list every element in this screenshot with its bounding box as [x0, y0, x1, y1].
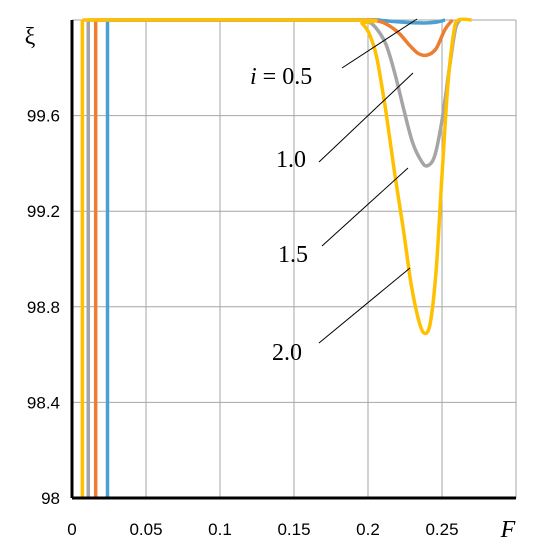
x-tick-label: 0.25 [425, 520, 458, 539]
leader-line-2.0 [318, 267, 411, 344]
y-tick-label: 99.6 [27, 107, 60, 126]
y-tick-label: 98.8 [27, 298, 60, 317]
series-2.0 [80, 17, 472, 498]
y-axis-label: ξ [25, 24, 36, 50]
y-tick-label: 99.2 [27, 202, 60, 221]
annotation-i-0.5: i = 0.5 [250, 64, 312, 90]
x-tick-label: 0.1 [208, 520, 232, 539]
leader-line-1.0 [318, 72, 414, 163]
series-line-1.0 [95, 18, 454, 58]
leader-line-1.5 [321, 167, 409, 247]
y-tick-label: 98 [41, 489, 60, 508]
x-tick-label: 0 [67, 520, 76, 539]
series-0.5 [105, 18, 446, 498]
chart-ticks: 0 0.05 0.1 0.15 0.2 0.25 98 98.4 98.8 99.2 99.6 [27, 107, 459, 539]
chart-axes [70, 20, 516, 500]
x-tick-label: 0.2 [356, 520, 380, 539]
chart-annotations: i = 0.5 1.0 1.5 2.0 [250, 18, 418, 366]
x-axis-label: F [500, 517, 516, 543]
annotation-i-2.0: 2.0 [272, 340, 302, 366]
y-tick-label: 98.4 [27, 393, 60, 412]
x-tick-label: 0.15 [277, 520, 310, 539]
annotation-i-1.0: 1.0 [276, 147, 306, 173]
annotation-i-1.5: 1.5 [278, 242, 308, 268]
leader-line-0.5 [341, 18, 418, 69]
series-line-2.0 [82, 17, 472, 336]
chart-series [80, 17, 472, 498]
series-1.5 [86, 18, 462, 498]
series-line-1.5 [88, 18, 462, 168]
x-tick-label: 0.05 [129, 520, 162, 539]
